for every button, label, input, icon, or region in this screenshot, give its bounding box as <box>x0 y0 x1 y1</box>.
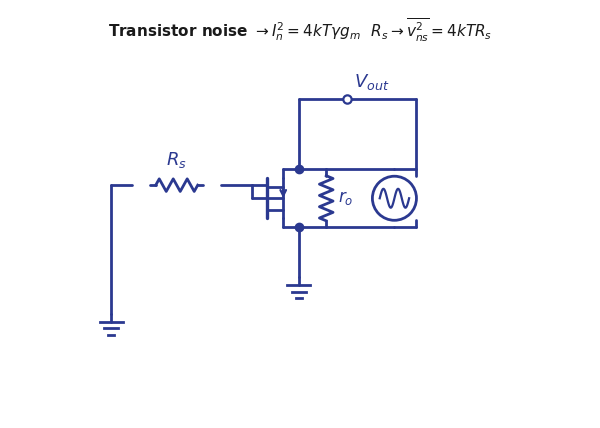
Text: Transistor noise $\rightarrow I_n^2 = 4kT\gamma g_m$  $R_s \rightarrow \overline: Transistor noise $\rightarrow I_n^2 = 4k… <box>108 17 492 44</box>
Text: $r_o$: $r_o$ <box>338 189 353 207</box>
Text: $V_{out}$: $V_{out}$ <box>353 72 389 92</box>
Text: $R_s$: $R_s$ <box>166 151 187 170</box>
